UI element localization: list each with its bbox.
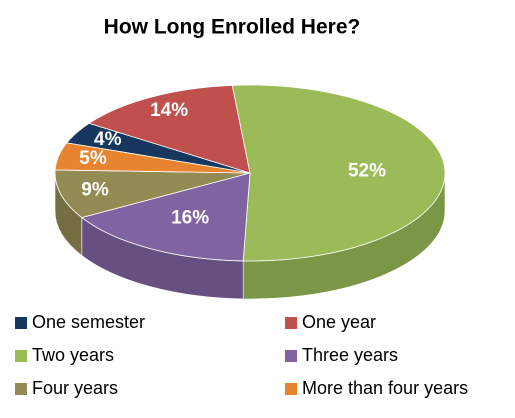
chart-title: How Long Enrolled Here? (104, 16, 361, 39)
data-label: 52% (348, 161, 386, 182)
data-label: 4% (94, 129, 122, 150)
legend-swatch (15, 350, 27, 362)
legend-swatch (15, 383, 27, 395)
slice (54, 142, 251, 174)
slice (80, 172, 251, 262)
legend-label: One year (302, 312, 376, 332)
legend-label: More than four years (302, 378, 468, 398)
slice (231, 84, 446, 262)
slice (54, 169, 251, 218)
data-label: 9% (81, 180, 109, 201)
legend-label: Two years (32, 345, 114, 365)
legend-swatch (285, 317, 297, 329)
data-label: 5% (79, 148, 107, 169)
data-label: 16% (171, 207, 209, 228)
legend-swatch (285, 350, 297, 362)
legend-label: Three years (302, 345, 398, 365)
legend-label: One semester (32, 312, 145, 332)
legend-label: Four years (32, 378, 118, 398)
data-label: 14% (150, 100, 188, 121)
legend-swatch (15, 317, 27, 329)
legend-swatch (285, 383, 297, 395)
slice (88, 84, 251, 174)
